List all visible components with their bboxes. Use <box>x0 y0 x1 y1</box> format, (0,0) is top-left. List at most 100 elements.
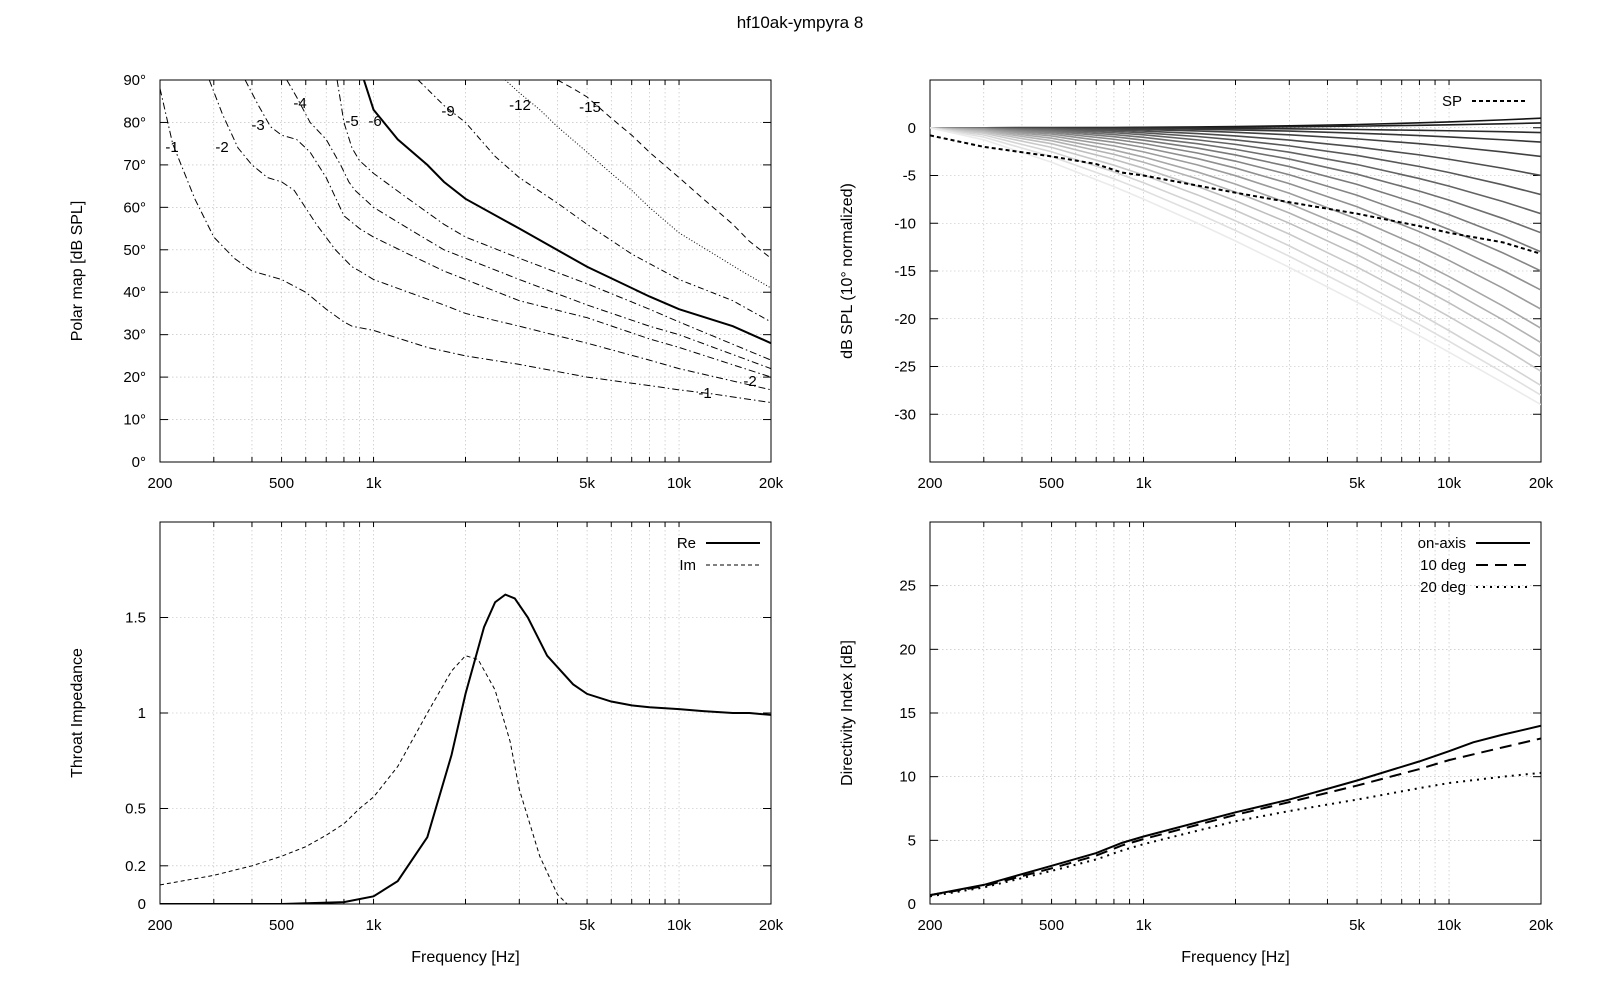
legend-label: 20 deg <box>1420 579 1466 596</box>
x-tick-label: 10k <box>667 475 692 492</box>
grid <box>160 79 771 463</box>
y-tick-label: 10 <box>899 769 916 786</box>
sp-curve <box>930 134 1541 255</box>
x-tick-label: 1k <box>1136 917 1152 934</box>
plot-frame <box>159 521 772 905</box>
legend-label: 10 deg <box>1420 557 1466 574</box>
x-tick-label: 5k <box>1349 475 1365 492</box>
y-tick-label: 30° <box>123 327 146 344</box>
y-tick-label: 0 <box>138 896 146 913</box>
legend-label: Im <box>679 557 696 574</box>
contour-line <box>160 88 771 404</box>
spl-curve <box>930 126 1541 406</box>
spl-curve <box>930 126 1541 234</box>
y-tick-label: -20 <box>894 311 916 328</box>
legend-label: SP <box>1442 93 1462 110</box>
impedance-curve <box>160 593 771 904</box>
y-tick-label: 0 <box>908 120 916 137</box>
y-tick-label: 70° <box>123 157 146 174</box>
spl-curve <box>930 126 1541 387</box>
contour-line <box>362 80 771 345</box>
x-tick-label: 20k <box>1529 475 1554 492</box>
di-curve <box>930 724 1541 897</box>
contour-line <box>244 80 771 378</box>
spl-curve <box>930 126 1541 253</box>
x-tick-label: 200 <box>147 917 172 934</box>
contour-line <box>557 80 771 259</box>
y-tick-label: -25 <box>894 359 916 376</box>
y-tick-label: 1.5 <box>125 610 146 627</box>
y-tick-label: -30 <box>894 406 916 423</box>
y-tick-label: 15 <box>899 705 916 722</box>
y-tick-label: 0° <box>132 454 146 471</box>
x-tick-label: 20k <box>759 475 784 492</box>
spl-curve <box>930 117 1541 129</box>
x-tick-label: 10k <box>1437 917 1462 934</box>
x-tick-label: 1k <box>366 917 382 934</box>
x-tick-label: 200 <box>917 475 942 492</box>
y-axis-label: dB SPL (10° normalized) <box>839 183 856 359</box>
y-axis-label: Polar map [dB SPL] <box>69 201 86 342</box>
contour-label: -5 <box>345 113 358 130</box>
x-tick-label: 10k <box>667 917 692 934</box>
plot-frame <box>159 79 772 463</box>
spl-curve <box>930 126 1541 358</box>
y-tick-label: 25 <box>899 578 916 595</box>
y-tick-label: 20° <box>123 369 146 386</box>
x-tick-label: 5k <box>579 917 595 934</box>
directivity-panel: 200 500 1k 5k 10k 20k 0 5 10 15 20 25 Frequency [Hz]… <box>839 521 1554 966</box>
x-tick-label: 20k <box>1529 917 1554 934</box>
spl-curve <box>930 126 1541 329</box>
contour-label: -1 <box>165 139 178 156</box>
y-tick-label: 5 <box>908 832 916 849</box>
x-tick-label: 200 <box>147 475 172 492</box>
plot-frame <box>929 521 1542 905</box>
contour-label: -2 <box>215 139 228 156</box>
spl-curve <box>930 126 1541 291</box>
contour-line <box>336 80 771 361</box>
x-tick-label: 200 <box>917 917 942 934</box>
y-tick-label: 90° <box>123 72 146 89</box>
contour-label: -3 <box>251 117 264 134</box>
y-tick-label: 20 <box>899 641 916 658</box>
y-tick-label: 10° <box>123 412 146 429</box>
impedance-panel: 200 500 1k 5k 10k 20k 0 0.2 0.5 1 1.5 Frequency [Hz… <box>69 521 784 966</box>
x-axis-label: Frequency [Hz] <box>411 949 519 966</box>
y-tick-label: 50° <box>123 242 146 259</box>
x-tick-label: 20k <box>759 917 784 934</box>
y-tick-label: -15 <box>894 263 916 280</box>
x-tick-label: 10k <box>1437 475 1462 492</box>
y-tick-label: 0.5 <box>125 801 146 818</box>
spl-curve <box>930 126 1541 310</box>
legend-label: Re <box>677 535 696 552</box>
contour-line <box>417 80 771 323</box>
y-tick-label: 60° <box>123 199 146 216</box>
x-tick-label: 500 <box>269 475 294 492</box>
grid <box>160 522 771 905</box>
y-tick-label: -5 <box>903 168 916 185</box>
y-tick-label: -10 <box>894 215 916 232</box>
figure-title: hf10ak-ympyra 8 <box>737 13 864 32</box>
spl-curve <box>930 126 1541 272</box>
y-axis-label: Directivity Index [dB] <box>839 640 856 786</box>
polar-map-panel: 200 500 1k 5k 10k 20k 0° 10° 20° 30° 40° 50° 60° 70° 8… <box>69 72 784 492</box>
contour-label: -15 <box>579 99 601 116</box>
spl-curve <box>930 126 1541 396</box>
x-tick-label: 5k <box>1349 917 1365 934</box>
contour-label: -4 <box>293 95 306 112</box>
x-tick-label: 1k <box>366 475 382 492</box>
y-tick-label: 0.2 <box>125 858 146 875</box>
x-tick-label: 5k <box>579 475 595 492</box>
contour-label: -12 <box>509 97 531 114</box>
contour-line <box>208 80 771 391</box>
y-axis-label: Throat Impedance <box>69 648 86 778</box>
y-tick-label: 1 <box>138 705 146 722</box>
di-curve <box>930 737 1541 897</box>
y-tick-label: 80° <box>123 114 146 131</box>
spl-curve <box>930 126 1541 372</box>
x-tick-label: 500 <box>269 917 294 934</box>
x-tick-label: 1k <box>1136 475 1152 492</box>
spl-panel: 200 500 1k 5k 10k 20k 0 -5 -10 -15 -20 -25 -30 dB SPL… <box>839 79 1554 492</box>
y-tick-label: 40° <box>123 284 146 301</box>
